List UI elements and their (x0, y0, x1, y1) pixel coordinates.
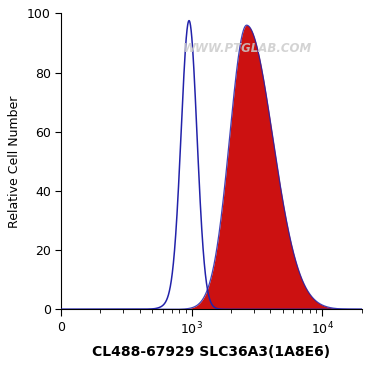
Y-axis label: Relative Cell Number: Relative Cell Number (9, 95, 21, 228)
X-axis label: CL488-67929 SLC36A3(1A8E6): CL488-67929 SLC36A3(1A8E6) (92, 345, 330, 359)
Text: WWW.PTGLAB.COM: WWW.PTGLAB.COM (183, 42, 312, 55)
